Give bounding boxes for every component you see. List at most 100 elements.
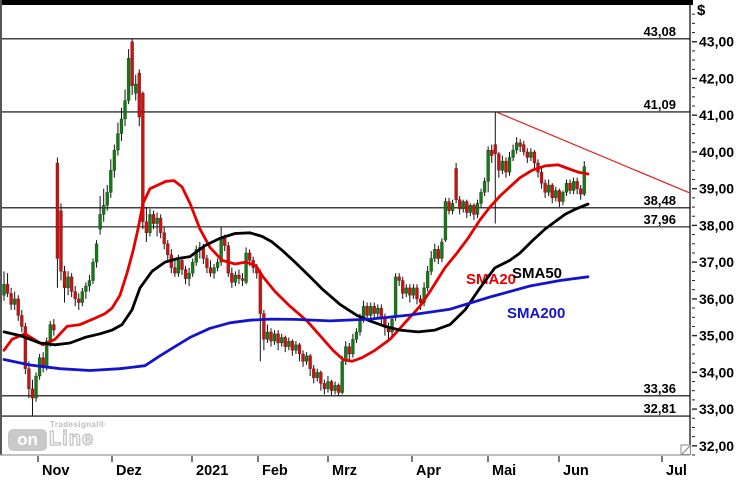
y-axis[interactable]: $32,00 33,00 34,00 35,00 36,00 37,00 38,00 39,0… xyxy=(692,2,734,456)
candle-body xyxy=(59,210,63,272)
candle-body xyxy=(415,287,419,300)
candle-body xyxy=(543,182,547,193)
candle-body xyxy=(564,182,569,193)
candle-body xyxy=(329,381,334,391)
candle-body xyxy=(52,324,56,331)
candle-body xyxy=(222,238,227,246)
candle-body xyxy=(34,375,38,399)
candle-body xyxy=(368,305,373,316)
sma20-line xyxy=(2,163,590,363)
candle-body xyxy=(62,271,67,289)
candle-body xyxy=(578,188,583,195)
candle-body xyxy=(190,261,195,274)
y-axis-label: 40,00 xyxy=(699,144,734,160)
level-label: 37,96 xyxy=(643,212,676,227)
candle-body xyxy=(269,331,273,342)
candle-body xyxy=(16,298,20,316)
candle-body xyxy=(326,381,330,390)
y-axis-label: 34,00 xyxy=(699,364,734,380)
candle-body xyxy=(479,192,483,204)
level-label: 43,08 xyxy=(643,24,676,39)
candle-body xyxy=(2,283,6,296)
candle-body xyxy=(511,149,515,158)
candle-body xyxy=(504,160,508,173)
candle-body xyxy=(247,252,252,261)
candle-body xyxy=(450,203,455,211)
candle-body xyxy=(279,337,284,344)
plot-left-border xyxy=(0,0,2,455)
candle-body xyxy=(30,388,35,399)
x-axis-label: Mrz xyxy=(332,463,357,479)
candle-body xyxy=(244,252,248,283)
y-axis-label: 35,00 xyxy=(699,328,734,344)
candle-body xyxy=(130,41,134,87)
candle-body xyxy=(98,214,102,230)
x-axis-label: Feb xyxy=(262,463,288,479)
candle-body xyxy=(347,346,352,355)
candle-body xyxy=(119,118,124,134)
candle-body xyxy=(354,331,359,340)
candle-body xyxy=(112,149,117,171)
candle-body xyxy=(66,276,70,289)
candle-body xyxy=(557,190,562,202)
x-axis-label: Dez xyxy=(116,463,142,479)
y-axis-label: 37,00 xyxy=(699,254,734,270)
x-axis-label: Apr xyxy=(416,463,441,479)
candle-body xyxy=(568,182,572,191)
candle-body xyxy=(162,232,166,245)
x-axis-label: Jun xyxy=(563,463,589,479)
candle-body xyxy=(158,217,163,234)
x-axis[interactable]: Nov Dez 2021 Feb Mrz Apr Mai Jun Jul xyxy=(37,456,687,479)
candle-body xyxy=(376,307,380,314)
candle-body xyxy=(443,201,448,241)
candlestick-series xyxy=(2,38,587,417)
y-axis-label: 42,00 xyxy=(699,70,734,86)
y-axis-label: 41,00 xyxy=(699,107,734,123)
candle-body xyxy=(212,267,216,274)
candle-body xyxy=(465,201,469,213)
candle-body xyxy=(141,92,145,222)
candle-body xyxy=(408,287,412,296)
resize-handle[interactable] xyxy=(680,444,691,455)
candle-body xyxy=(226,245,231,274)
candle-body xyxy=(294,344,298,351)
x-axis-label: Mai xyxy=(492,463,516,479)
candle-body xyxy=(101,204,106,215)
sma200-line xyxy=(2,275,590,372)
candle-body xyxy=(105,192,109,206)
candle-body xyxy=(80,291,85,303)
candle-body xyxy=(482,181,487,193)
candle-body xyxy=(340,361,344,393)
candle-body xyxy=(582,166,587,195)
candle-body xyxy=(472,204,476,215)
y-axis-label: 39,00 xyxy=(699,181,734,197)
candle-body xyxy=(137,72,142,118)
candle-body xyxy=(525,151,530,158)
level-label: 32,81 xyxy=(643,401,676,416)
candle-body xyxy=(400,280,405,294)
candle-body xyxy=(351,339,355,355)
candle-body xyxy=(109,170,113,193)
sma200-label: SMA200 xyxy=(507,305,565,322)
candle-body xyxy=(457,199,462,210)
sma20-label: SMA20 xyxy=(466,271,516,288)
candle-body xyxy=(475,203,480,215)
candle-body xyxy=(176,260,181,274)
candle-body xyxy=(322,383,327,390)
candle-body xyxy=(390,318,394,333)
candle-body xyxy=(436,249,441,259)
candle-body xyxy=(333,384,337,391)
candle-body xyxy=(447,201,451,211)
candle-body xyxy=(550,184,554,199)
candle-body xyxy=(301,353,305,362)
candle-body xyxy=(283,337,287,347)
x-axis-label: Nov xyxy=(42,463,69,479)
candle-body xyxy=(208,267,213,274)
candle-body xyxy=(365,305,369,316)
candle-body xyxy=(123,100,127,120)
candle-body xyxy=(514,142,519,151)
candle-body xyxy=(151,214,156,224)
candle-body xyxy=(493,144,498,155)
plot-area[interactable] xyxy=(2,5,690,455)
